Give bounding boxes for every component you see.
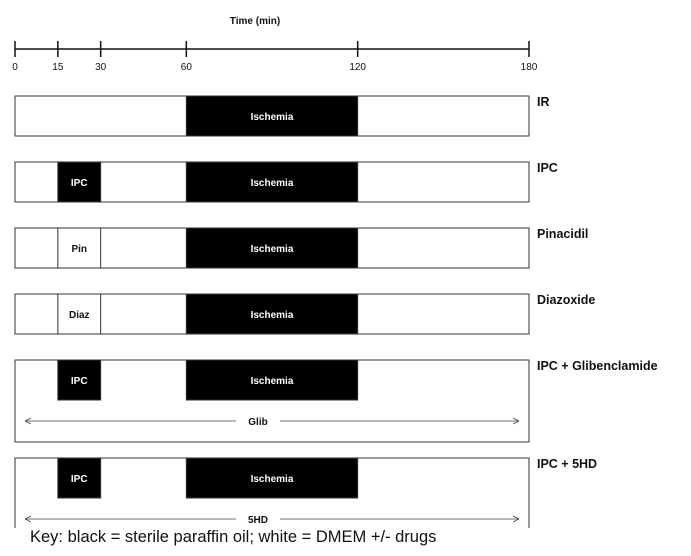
segment-label: Ischemia [251, 310, 294, 321]
drug-label: 5HD [248, 515, 268, 526]
protocol-name: IPC + Glibenclamide [537, 359, 658, 373]
key-text: Key: black = sterile paraffin oil; white… [30, 528, 437, 546]
protocol-segment [185, 359, 359, 401]
drug-label: Glib [248, 417, 267, 428]
segment-label: IPC [71, 178, 88, 189]
protocol-name: Diazoxide [537, 293, 595, 307]
protocol-segment [185, 95, 359, 137]
protocol-segment [57, 161, 102, 203]
axis-tick-label: 120 [349, 62, 366, 73]
protocol-segment [57, 227, 102, 269]
segment-label: Ischemia [251, 376, 294, 387]
arrowhead-left-icon [24, 417, 32, 425]
segment-label: IPC [71, 376, 88, 387]
protocol-segment [57, 457, 102, 499]
segment-label: Pin [71, 244, 87, 255]
protocol-name: Pinacidil [537, 227, 588, 241]
protocol-segment [185, 161, 359, 203]
axis-title: Time (min) [230, 16, 280, 27]
protocol-segment [185, 457, 359, 499]
axis-tick-label: 15 [52, 62, 64, 73]
protocol-name: IPC [537, 161, 558, 175]
protocol-name: IPC + 5HD [537, 457, 597, 471]
segment-label: Ischemia [251, 474, 294, 485]
timeline-diagram: Time (min) 0 15 30 60 120 180 Ischemia IR IPC Isch… [12, 16, 658, 528]
axis-tick-label: 180 [521, 62, 538, 73]
protocol-segment [57, 359, 102, 401]
arrowhead-right-icon [512, 515, 520, 523]
segment-label: IPC [71, 474, 88, 485]
protocol-segment [57, 293, 102, 335]
arrowhead-left-icon [24, 515, 32, 523]
protocol-segment [185, 293, 359, 335]
axis-tick-label: 0 [12, 62, 18, 73]
axis-tick-label: 60 [181, 62, 193, 73]
segment-label: Ischemia [251, 178, 294, 189]
protocol-segment [185, 227, 359, 269]
arrowhead-right-icon [512, 417, 520, 425]
protocol-name: IR [537, 95, 550, 109]
segment-label: Diaz [69, 310, 90, 321]
segment-label: Ischemia [251, 244, 294, 255]
axis-tick-label: 30 [95, 62, 107, 73]
segment-label: Ischemia [251, 112, 294, 123]
